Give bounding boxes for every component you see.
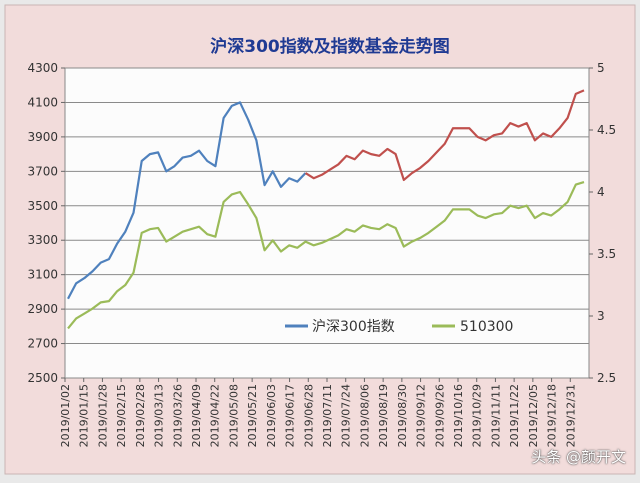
series-line-hs300-late <box>304 89 585 182</box>
right-tick-label: 3 <box>597 309 605 323</box>
x-tick-label: 2019/01/28 <box>96 384 109 447</box>
x-tick-label: 2019/12/18 <box>546 384 559 447</box>
x-tick-label: 2019/10/29 <box>471 384 484 447</box>
gridlines <box>65 67 589 379</box>
left-tick-label: 2900 <box>27 302 58 316</box>
x-tick-label: 2019/07/24 <box>340 384 353 447</box>
right-tick-label: 4.5 <box>597 123 616 137</box>
x-tick-label: 2019/03/26 <box>171 384 184 447</box>
x-axis: 2019/01/02 2019/01/15 2019/01/28 2019/02/15… <box>59 378 577 447</box>
left-tick-label: 3700 <box>27 164 58 178</box>
series-layer <box>67 89 585 330</box>
legend: 沪深300指数 510300 <box>285 319 513 335</box>
x-tick-label: 2019/06/03 <box>265 384 278 447</box>
x-tick-label: 2019/11/11 <box>489 384 502 447</box>
x-tick-label: 2019/09/26 <box>433 384 446 447</box>
chart-title: 沪深300指数及指数基金走势图 <box>210 36 450 57</box>
x-tick-label: 2019/08/19 <box>377 384 390 447</box>
x-tick-label: 2019/12/31 <box>564 384 577 447</box>
x-tick-label: 2019/05/21 <box>246 384 259 447</box>
left-tick-label: 3900 <box>27 130 58 144</box>
left-tick-label: 3300 <box>27 233 58 247</box>
x-tick-label: 2019/01/15 <box>78 384 91 447</box>
left-tick-label: 4300 <box>27 61 58 75</box>
left-tick-label: 2700 <box>27 337 58 351</box>
right-tick-label: 2.5 <box>597 371 616 385</box>
x-tick-label: 2019/06/17 <box>284 384 297 447</box>
x-tick-label: 2019/10/16 <box>452 384 465 447</box>
right-y-axis: 2.5 3 3.5 4 4.5 5 <box>589 61 616 385</box>
x-tick-label: 2019/08/06 <box>358 384 371 447</box>
right-tick-label: 4 <box>597 185 605 199</box>
x-tick-label: 2019/03/13 <box>153 384 166 447</box>
x-tick-label: 2019/04/22 <box>209 384 222 447</box>
x-tick-label: 2019/08/30 <box>396 384 409 447</box>
x-tick-label: 2019/12/05 <box>527 384 540 447</box>
x-tick-label: 2019/06/28 <box>302 384 315 447</box>
watermark: 头条 @颜开文 <box>531 448 626 466</box>
left-tick-label: 2500 <box>27 371 58 385</box>
x-tick-label: 2019/09/12 <box>415 384 428 447</box>
series-line-510300 <box>67 181 585 330</box>
legend-label-510300: 510300 <box>460 319 513 335</box>
legend-label-hs300: 沪深300指数 <box>312 319 395 335</box>
left-tick-label: 3100 <box>27 268 58 282</box>
left-y-axis: 2500 2700 2900 3100 3300 3500 3700 3900 4100 4300 <box>27 61 65 385</box>
x-tick-label: 2019/05/08 <box>227 384 240 447</box>
right-tick-label: 5 <box>597 61 605 75</box>
x-tick-label: 2019/02/28 <box>134 384 147 447</box>
x-tick-label: 2019/11/22 <box>508 384 521 447</box>
x-tick-label: 2019/04/09 <box>190 384 203 447</box>
x-tick-label: 2019/07/11 <box>321 384 334 447</box>
x-tick-label: 2019/02/15 <box>115 384 128 447</box>
x-tick-label: 2019/01/02 <box>59 384 72 447</box>
left-tick-label: 4100 <box>27 95 58 109</box>
plot-area <box>64 67 590 379</box>
series-line-hs300 <box>67 101 307 300</box>
left-tick-label: 3500 <box>27 199 58 213</box>
right-tick-label: 3.5 <box>597 247 616 261</box>
